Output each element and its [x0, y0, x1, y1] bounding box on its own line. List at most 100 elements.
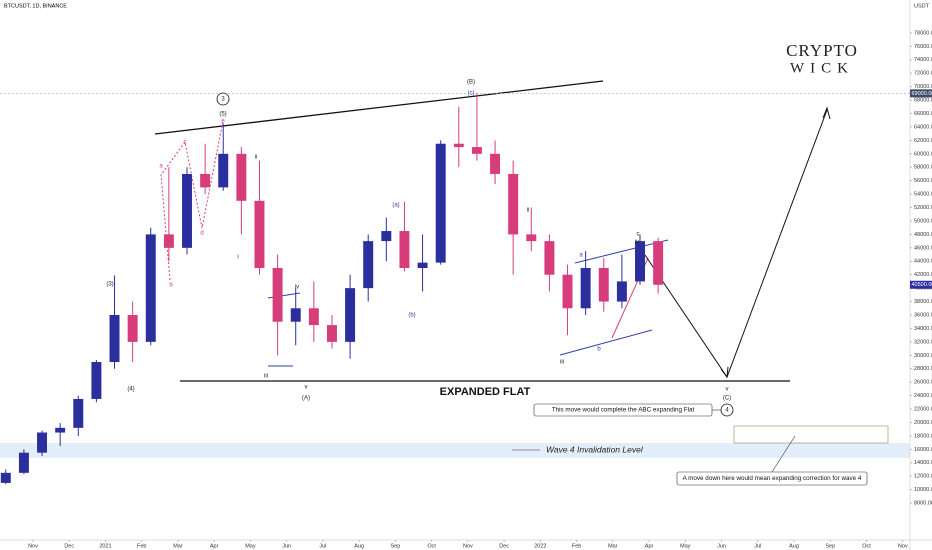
wave-label: v: [726, 387, 729, 393]
wave-label: d: [200, 231, 203, 237]
wave-label: ii: [255, 155, 258, 161]
wave-label: c: [637, 232, 640, 238]
y-tick-label: 44000.00: [914, 259, 932, 265]
wave-label: (c): [468, 91, 475, 97]
y-tick-label: 8000.00: [914, 501, 932, 507]
candle-body: [580, 267, 591, 309]
candle-body: [236, 153, 247, 201]
y-tick-label: 68000.00: [914, 98, 932, 104]
price-tag-label: 69000.00: [912, 91, 932, 97]
y-tick-label: 50000.00: [914, 218, 932, 224]
candle-body: [345, 288, 356, 342]
y-tick-label: 28000.00: [914, 366, 932, 372]
wave-label: (4): [127, 387, 134, 393]
wave-label: e: [221, 119, 225, 125]
x-tick-label: Aug: [354, 543, 364, 549]
y-tick-label: 24000.00: [914, 393, 932, 399]
logo-top: CRYPTO: [786, 41, 858, 60]
wave-label: 4: [725, 408, 729, 414]
x-tick-label: May: [680, 543, 691, 549]
note-box: [676, 471, 868, 486]
wave-label: iv: [635, 240, 639, 246]
candle-body: [272, 267, 283, 322]
y-tick-label: 42000.00: [914, 272, 932, 278]
x-tick-label: May: [245, 543, 256, 549]
candle-body: [417, 262, 428, 268]
chart-title: BTCUSDT, 1D, BINANCE: [4, 3, 67, 9]
wave-label: (3): [106, 282, 113, 288]
wave-label: c: [184, 140, 187, 146]
x-tick-label: Nov: [463, 543, 473, 549]
candle-body: [544, 241, 555, 275]
candle-body: [254, 200, 265, 268]
invalidation-label: Wave 4 Invalidation Level: [546, 444, 644, 454]
y-tick-label: 12000.00: [914, 474, 932, 480]
wave-label: iv: [295, 285, 299, 291]
candle-body: [453, 143, 464, 148]
y-tick-label: 54000.00: [914, 192, 932, 198]
wave-label: a: [579, 253, 583, 259]
candle-body: [91, 362, 102, 399]
x-tick-label: Apr: [645, 543, 654, 549]
candle-body: [381, 231, 392, 242]
wave-label: a: [159, 164, 163, 170]
candle-body: [653, 241, 664, 285]
x-tick-label: Feb: [137, 543, 146, 549]
y-tick-label: 48000.00: [914, 232, 932, 238]
y-tick-label: 78000.00: [914, 30, 932, 36]
candle-body: [490, 153, 501, 174]
x-tick-label: Sep: [825, 543, 835, 549]
candle-body: [308, 308, 319, 326]
pointer-line: [771, 435, 796, 473]
y-tick-label: 16000.00: [914, 447, 932, 453]
wave-label: i: [237, 255, 238, 261]
candle-body: [326, 325, 337, 342]
x-tick-label: Nov: [28, 543, 38, 549]
wave-circle: [216, 92, 230, 106]
price-tag: [910, 280, 932, 289]
y-tick-label: 52000.00: [914, 205, 932, 211]
y-tick-label: 64000.00: [914, 124, 932, 130]
wave-label: (A): [302, 396, 310, 402]
projection-arrow: [644, 109, 828, 379]
candle-body: [290, 308, 301, 322]
x-tick-label: Dec: [64, 543, 74, 549]
x-tick-label: Aug: [789, 543, 799, 549]
x-tick-label: Oct: [862, 543, 871, 549]
candle-body: [508, 173, 519, 235]
candle-body: [18, 452, 29, 473]
candle-body: [399, 231, 410, 268]
y-tick-label: 32000.00: [914, 339, 932, 345]
y-tick-label: 22000.00: [914, 406, 932, 412]
resistance-line: [154, 80, 604, 135]
wave-label: v: [305, 385, 308, 391]
x-tick-label: 2021: [99, 543, 111, 549]
x-tick-label: Jun: [717, 543, 726, 549]
y-tick-label: 66000.00: [914, 111, 932, 117]
wave-label: b: [597, 347, 601, 353]
y-tick-label: 38000.00: [914, 299, 932, 305]
y-tick-label: 18000.00: [914, 433, 932, 439]
y-axis-label: USDT: [914, 3, 930, 9]
arrow-head: [822, 106, 831, 120]
candle-body: [127, 315, 138, 342]
pattern-label: EXPANDED FLAT: [440, 386, 531, 398]
wave-label: (b): [408, 313, 415, 319]
y-tick-label: 60000.00: [914, 151, 932, 157]
wave-label: ii: [527, 208, 530, 214]
candle-body: [363, 241, 374, 289]
wave-label: 3: [221, 97, 225, 103]
wave-label: (a): [392, 203, 399, 209]
wave-label: iii: [264, 374, 268, 380]
candle-body: [200, 173, 211, 188]
x-tick-label: Nov: [898, 543, 908, 549]
candle-body: [145, 234, 156, 342]
candle-body: [218, 153, 229, 188]
x-tick-label: Apr: [210, 543, 219, 549]
dotted-wave: [160, 120, 224, 281]
candle-body: [526, 234, 537, 242]
y-tick-label: 26000.00: [914, 380, 932, 386]
candle-body: [616, 281, 627, 302]
note-box: [533, 403, 713, 417]
logo-bottom: WICK: [790, 60, 854, 76]
